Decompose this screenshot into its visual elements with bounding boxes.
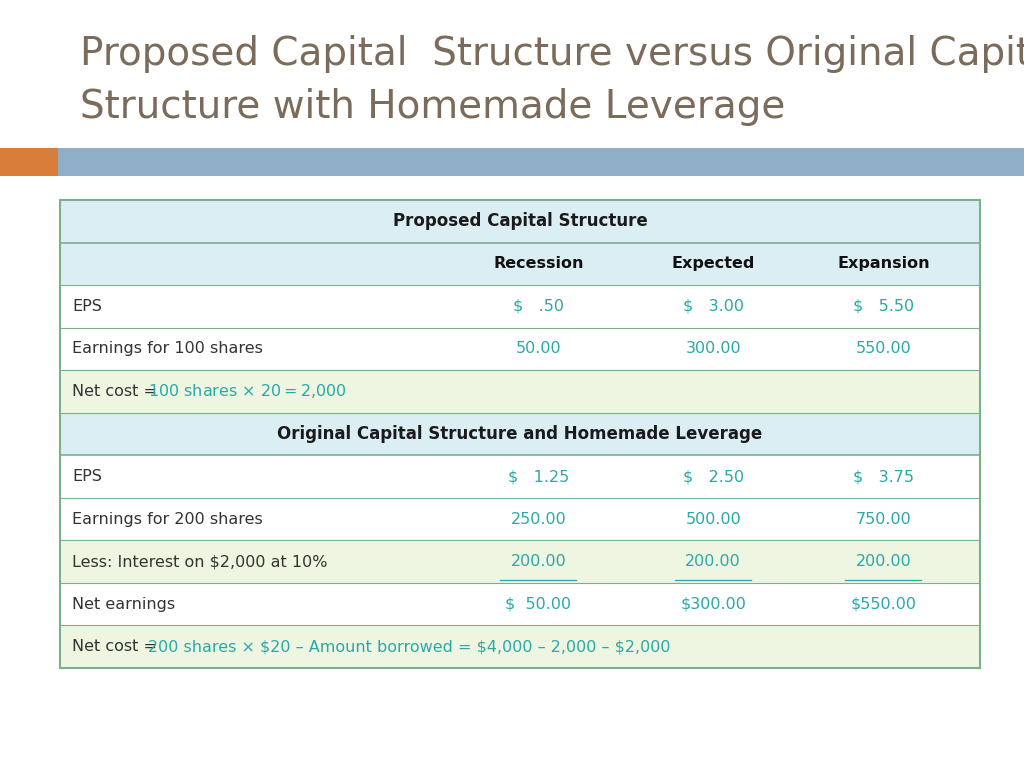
Text: $   3.00: $ 3.00 [683, 299, 743, 314]
Text: Proposed Capital  Structure versus Original Capital: Proposed Capital Structure versus Origin… [80, 35, 1024, 73]
Bar [58, 148, 1024, 176]
Text: Expansion: Expansion [837, 257, 930, 271]
Text: Recession: Recession [494, 257, 584, 271]
Text: EPS: EPS [72, 299, 101, 314]
Text: Net cost =: Net cost = [72, 384, 162, 399]
Text: 550.00: 550.00 [855, 342, 911, 356]
Text: 500.00: 500.00 [685, 511, 741, 527]
Text: 750.00: 750.00 [855, 511, 911, 527]
Text: Earnings for 100 shares: Earnings for 100 shares [72, 342, 263, 356]
Text: 200.00: 200.00 [685, 554, 741, 569]
Text: Structure with Homemade Leverage: Structure with Homemade Leverage [80, 88, 785, 126]
Bar [60, 370, 980, 412]
Text: $   3.75: $ 3.75 [853, 469, 913, 484]
Text: $300.00: $300.00 [680, 597, 746, 611]
Text: 200.00: 200.00 [511, 554, 566, 569]
Text: Expected: Expected [672, 257, 755, 271]
Text: Earnings for 200 shares: Earnings for 200 shares [72, 511, 263, 527]
Bar [60, 243, 980, 285]
Text: 200.00: 200.00 [855, 554, 911, 569]
Text: 50.00: 50.00 [516, 342, 561, 356]
Text: Less: Interest on $2,000 at 10%: Less: Interest on $2,000 at 10% [72, 554, 328, 569]
Text: Net earnings: Net earnings [72, 597, 175, 611]
Bar [60, 412, 980, 455]
Bar [60, 285, 980, 328]
Text: $   .50: $ .50 [513, 299, 564, 314]
Text: Net cost =: Net cost = [72, 639, 162, 654]
Bar [60, 455, 980, 498]
Bar [60, 625, 980, 668]
Text: Original Capital Structure and Homemade Leverage: Original Capital Structure and Homemade … [278, 425, 763, 443]
Text: $   5.50: $ 5.50 [853, 299, 914, 314]
Text: $550.00: $550.00 [850, 597, 916, 611]
Text: 250.00: 250.00 [511, 511, 566, 527]
Text: 100 shares × $20 = $2,000: 100 shares × $20 = $2,000 [148, 382, 347, 400]
Text: 200 shares × $20 – Amount borrowed = $4,000 – 2,000 – $2,000: 200 shares × $20 – Amount borrowed = $4,… [148, 639, 671, 654]
Text: $   1.25: $ 1.25 [508, 469, 569, 484]
Text: 300.00: 300.00 [685, 342, 741, 356]
Bar [60, 200, 980, 243]
Text: $  50.00: $ 50.00 [505, 597, 571, 611]
Bar [60, 583, 980, 625]
Bar [0, 148, 58, 176]
Text: Proposed Capital Structure: Proposed Capital Structure [392, 212, 647, 230]
Bar [60, 200, 980, 668]
Bar [60, 541, 980, 583]
Text: EPS: EPS [72, 469, 101, 484]
Bar [60, 328, 980, 370]
Text: $   2.50: $ 2.50 [683, 469, 743, 484]
Bar [60, 498, 980, 541]
